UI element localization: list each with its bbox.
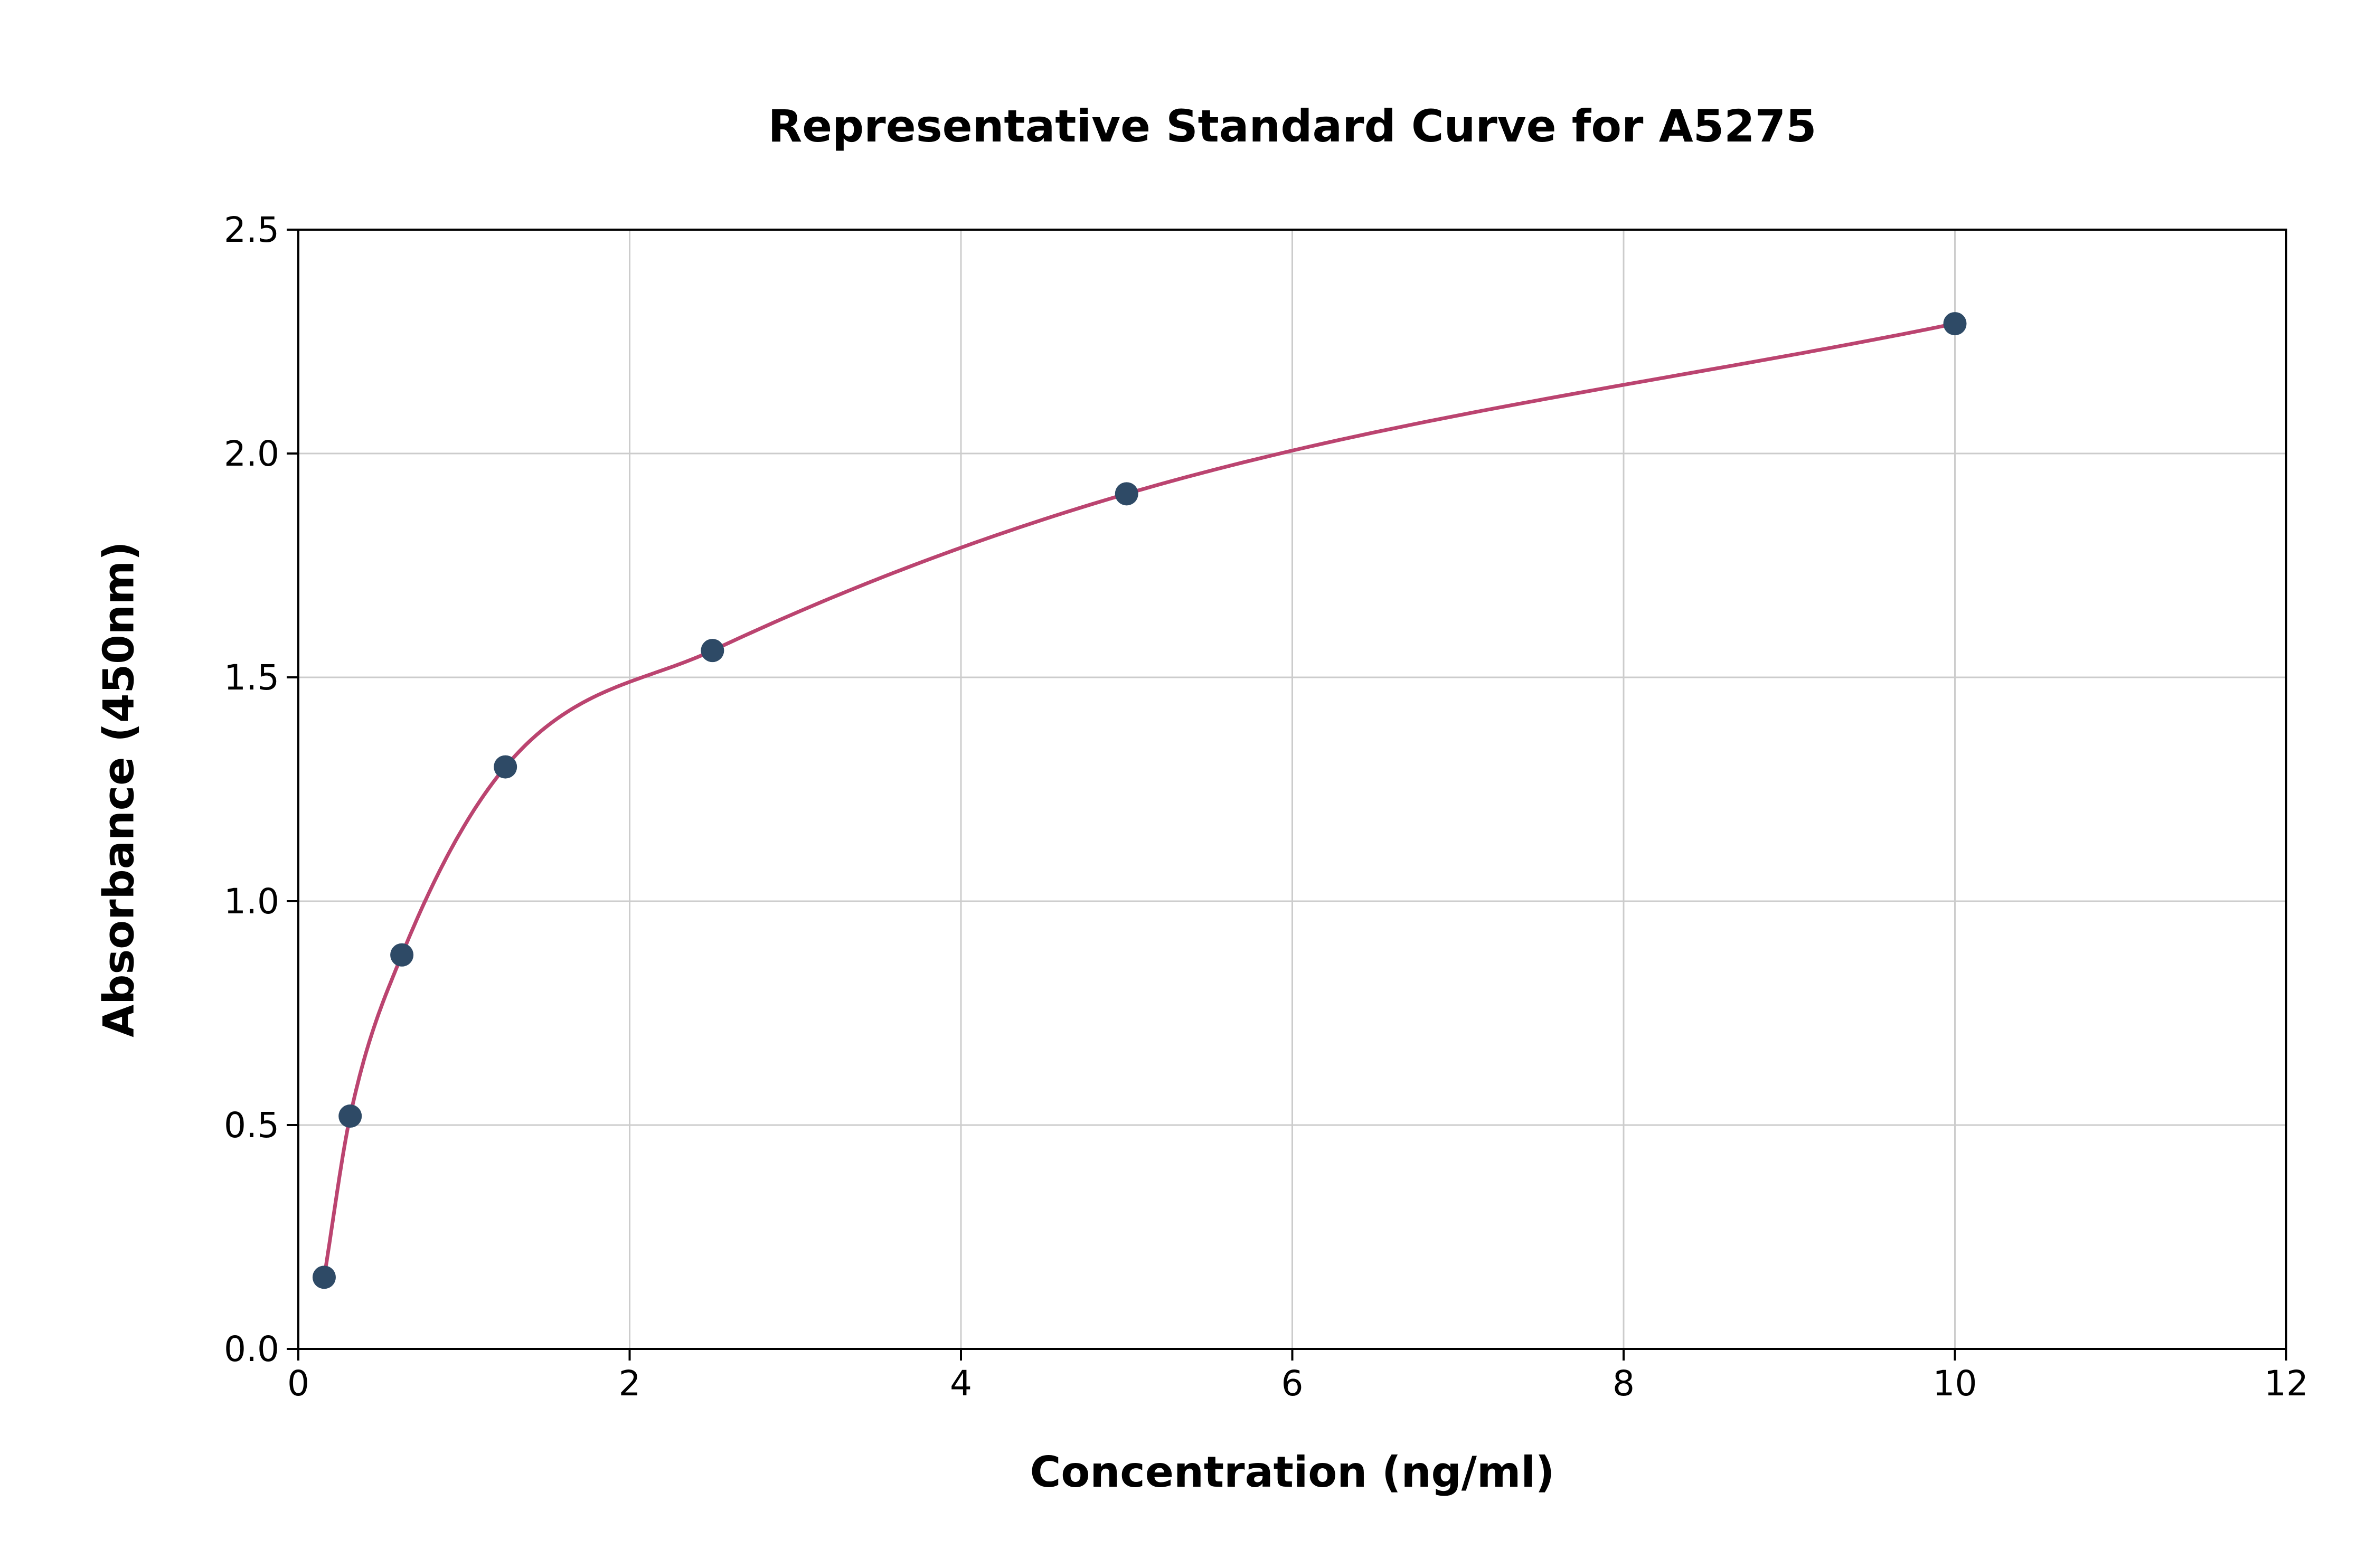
fit-curve — [322, 322, 1957, 1279]
y-tick-label: 0.0 — [224, 1329, 279, 1369]
y-axis-label: Absorbance (450nm) — [94, 541, 144, 1037]
y-tick-label: 2.0 — [224, 433, 279, 474]
y-tick-label: 1.5 — [224, 657, 279, 698]
x-tick-label: 2 — [619, 1363, 641, 1404]
y-tick-label: 1.0 — [224, 881, 279, 922]
data-point — [494, 755, 517, 779]
data-point — [1115, 482, 1138, 506]
x-tick-label: 8 — [1613, 1363, 1635, 1404]
x-tick-label: 10 — [1933, 1363, 1977, 1404]
x-tick-label: 0 — [287, 1363, 309, 1404]
data-point — [338, 1104, 362, 1128]
x-tick-label: 12 — [2264, 1363, 2308, 1404]
y-tick-label: 0.5 — [224, 1105, 279, 1146]
x-tick-label: 4 — [950, 1363, 972, 1404]
data-point — [390, 943, 414, 967]
x-tick-label: 6 — [1281, 1363, 1304, 1404]
x-axis-label: Concentration (ng/ml) — [1030, 1448, 1555, 1497]
y-tick-label: 2.5 — [224, 210, 279, 250]
data-point — [1943, 312, 1967, 336]
data-point — [701, 639, 724, 663]
chart-title: Representative Standard Curve for A5275 — [768, 100, 1817, 152]
data-point — [312, 1265, 336, 1289]
